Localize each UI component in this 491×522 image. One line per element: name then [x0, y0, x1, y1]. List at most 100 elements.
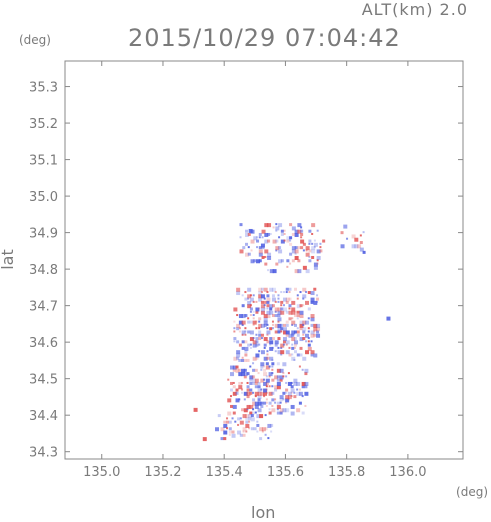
- data-point: [250, 249, 253, 252]
- data-point: [265, 385, 268, 388]
- data-point: [294, 252, 297, 255]
- data-point: [236, 356, 240, 360]
- data-point: [276, 381, 281, 386]
- data-point: [301, 368, 304, 371]
- data-point: [193, 407, 198, 412]
- data-point: [257, 381, 261, 385]
- altitude-label: ALT(km) 2.0: [361, 0, 468, 19]
- data-point: [269, 327, 273, 331]
- data-point: [354, 244, 359, 249]
- x-unit-label: (deg): [456, 485, 488, 499]
- data-point: [282, 323, 286, 327]
- data-point: [220, 437, 224, 441]
- data-point: [288, 346, 291, 349]
- data-point: [241, 330, 246, 335]
- data-point: [280, 307, 284, 311]
- data-point: [304, 404, 307, 407]
- data-point: [359, 247, 364, 252]
- data-point: [235, 388, 239, 392]
- data-point: [259, 414, 264, 419]
- data-point: [289, 252, 293, 256]
- data-point: [250, 239, 255, 244]
- data-point: [296, 317, 299, 320]
- data-point: [231, 433, 236, 438]
- data-point: [286, 265, 289, 268]
- data-point: [291, 317, 294, 320]
- data-point: [282, 362, 287, 367]
- data-point: [245, 414, 250, 419]
- data-point: [277, 337, 281, 341]
- data-point: [302, 287, 307, 292]
- data-point: [269, 304, 274, 309]
- data-point: [271, 378, 275, 382]
- data-point: [299, 346, 303, 350]
- data-point: [279, 408, 284, 413]
- data-point: [294, 310, 298, 314]
- data-point: [274, 375, 279, 380]
- data-point: [252, 320, 257, 325]
- data-point: [267, 255, 272, 260]
- data-point: [285, 381, 288, 384]
- data-point: [256, 239, 260, 243]
- data-point: [238, 343, 242, 347]
- data-point: [267, 239, 271, 243]
- data-point: [282, 330, 287, 335]
- data-point: [340, 244, 345, 249]
- data-point: [277, 320, 280, 323]
- data-point: [302, 304, 305, 307]
- data-point: [290, 388, 295, 393]
- data-point: [248, 420, 251, 423]
- data-point: [274, 385, 279, 390]
- data-point: [249, 320, 253, 324]
- data-point: [272, 226, 275, 229]
- data-point: [255, 343, 259, 347]
- data-point: [310, 330, 315, 335]
- data-point: [290, 404, 295, 409]
- data-point: [279, 378, 283, 382]
- data-point: [266, 330, 271, 335]
- data-point: [236, 291, 241, 296]
- data-point: [285, 401, 288, 404]
- data-point: [359, 241, 363, 245]
- data-point: [232, 404, 237, 409]
- data-point: [302, 242, 306, 246]
- data-point: [274, 398, 277, 401]
- data-point: [241, 320, 246, 325]
- data-point: [265, 381, 269, 385]
- data-point: [268, 385, 271, 388]
- data-point: [291, 330, 296, 335]
- data-point: [256, 423, 260, 427]
- data-point: [263, 378, 266, 381]
- data-point: [266, 307, 269, 310]
- data-point: [241, 304, 245, 308]
- data-point: [249, 337, 254, 342]
- data-point: [230, 404, 234, 408]
- data-point: [258, 252, 263, 257]
- data-point: [285, 375, 288, 378]
- data-point: [232, 391, 237, 396]
- data-point: [291, 346, 295, 350]
- data-point: [256, 246, 259, 249]
- data-point: [255, 310, 259, 314]
- timestamp-title: 2015/10/29 07:04:42: [128, 24, 401, 52]
- data-point: [242, 246, 246, 250]
- data-point: [294, 249, 299, 254]
- data-point: [296, 333, 300, 337]
- data-point: [294, 269, 299, 274]
- data-point: [255, 333, 258, 336]
- data-point: [252, 294, 255, 297]
- data-point: [242, 433, 246, 437]
- data-point: [243, 398, 246, 401]
- data-point: [252, 300, 255, 303]
- data-point: [258, 337, 262, 341]
- data-point: [231, 430, 235, 434]
- data-point: [260, 300, 264, 304]
- data-point: [234, 420, 237, 423]
- data-point: [271, 398, 275, 402]
- data-point: [239, 433, 243, 437]
- data-point: [269, 343, 272, 346]
- data-point: [249, 314, 252, 317]
- data-point: [246, 388, 250, 392]
- data-point: [297, 269, 302, 274]
- data-point: [313, 353, 318, 358]
